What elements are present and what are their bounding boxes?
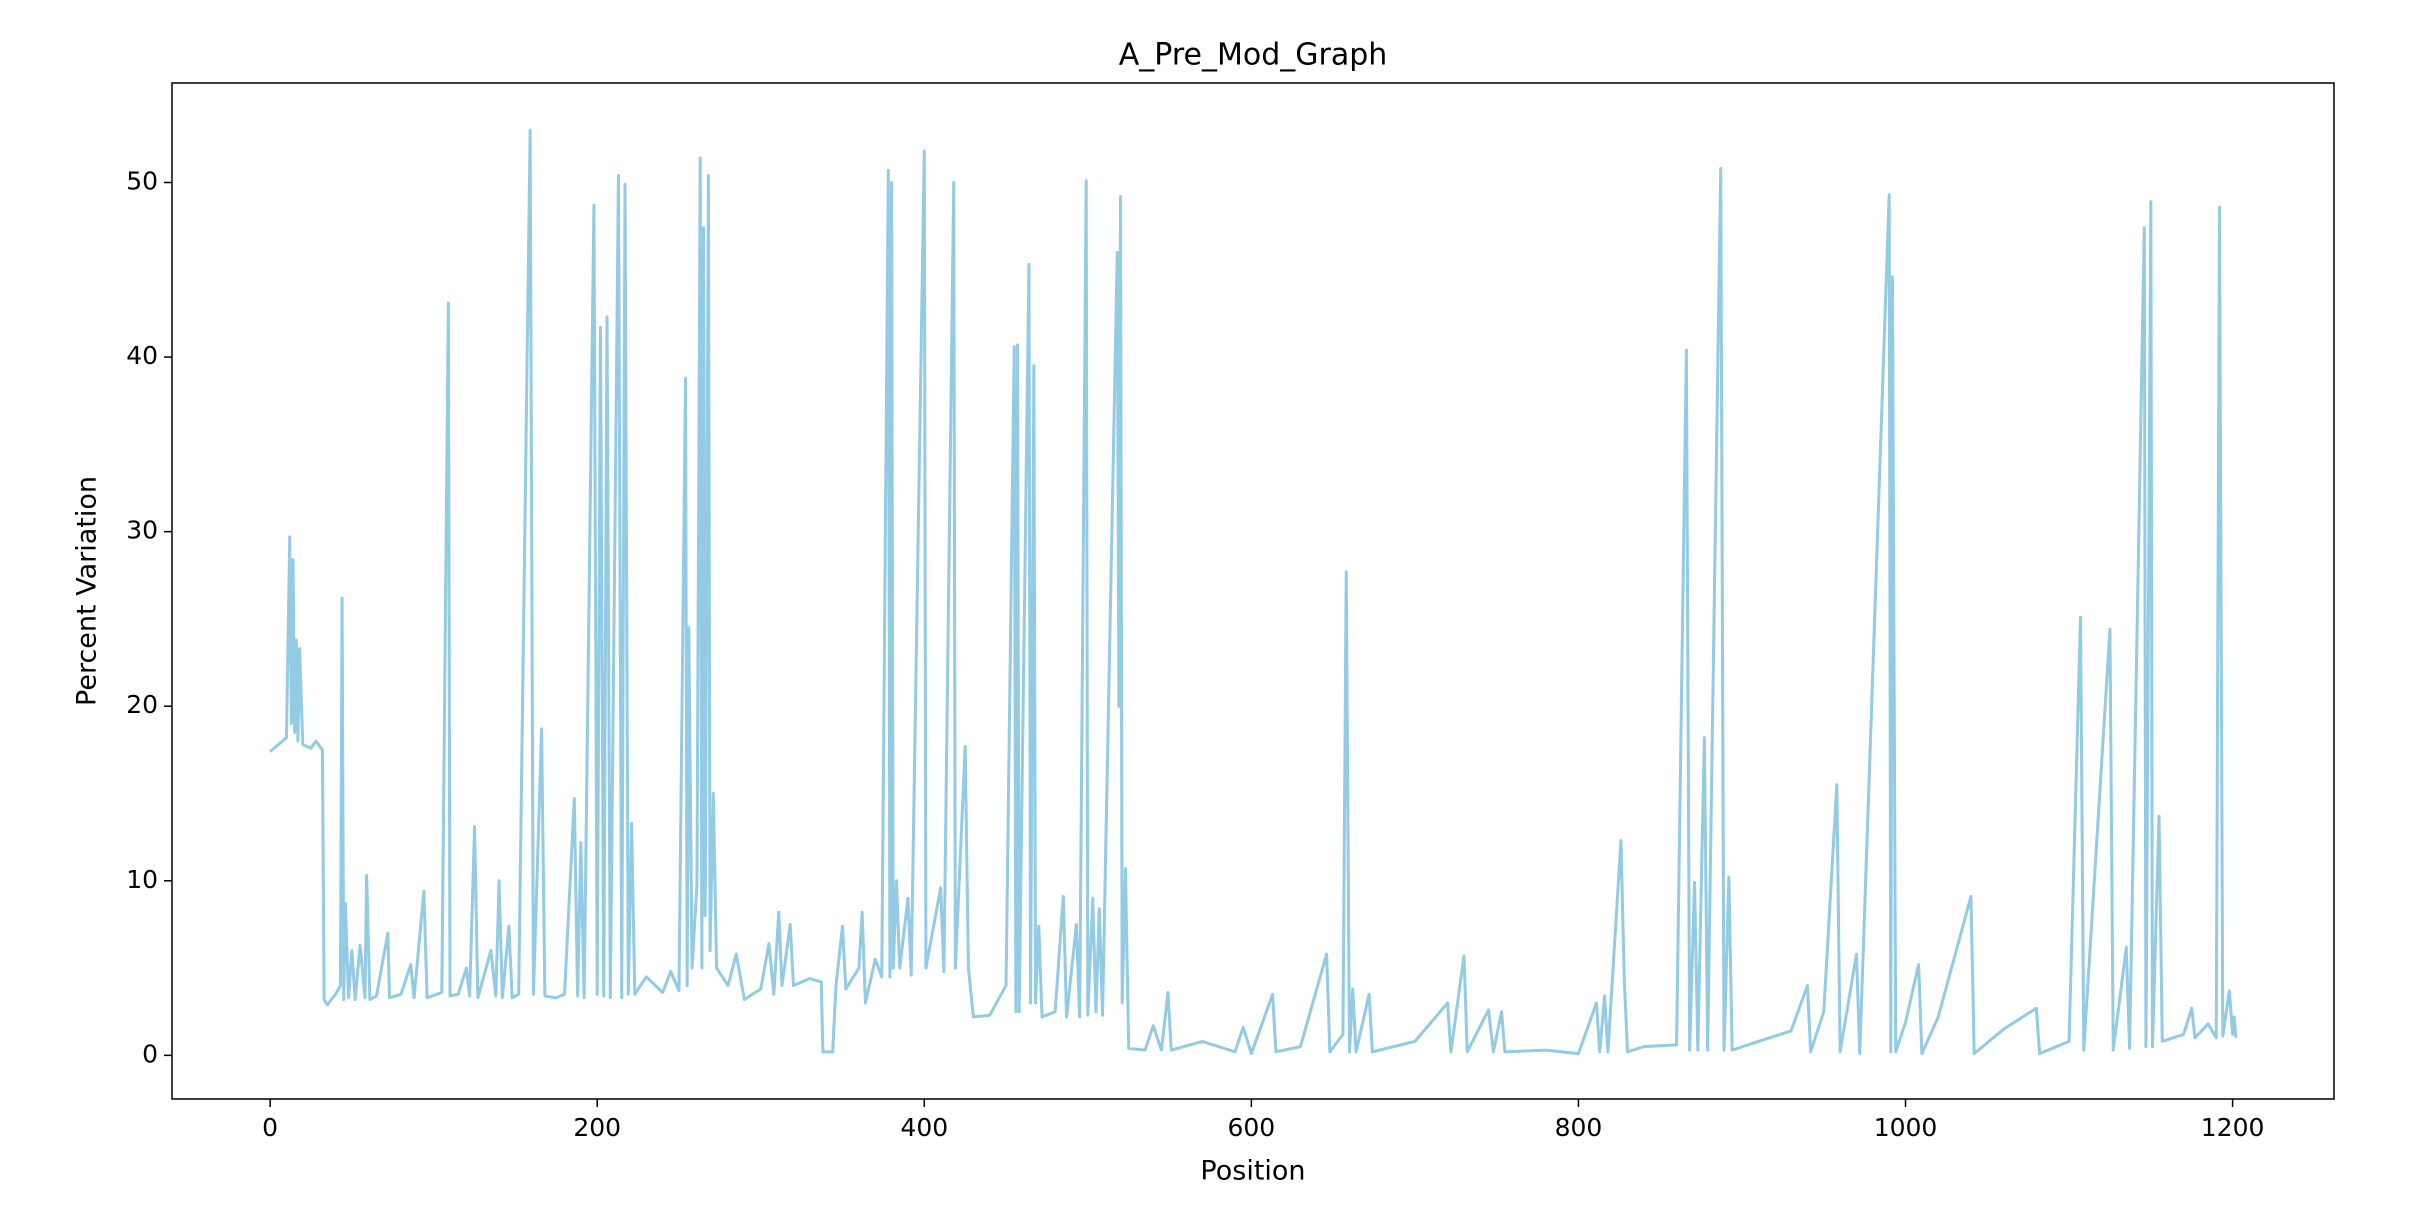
chart-title: A_Pre_Mod_Graph bbox=[1119, 38, 1388, 73]
y-tick-label: 20 bbox=[126, 690, 158, 719]
y-tick-label: 40 bbox=[126, 341, 158, 370]
x-tick-label: 200 bbox=[573, 1113, 621, 1142]
x-tick-label: 400 bbox=[900, 1113, 948, 1142]
plot-frame bbox=[171, 82, 2335, 1100]
y-tick-label: 0 bbox=[142, 1039, 158, 1068]
x-axis-label: Position bbox=[1200, 1156, 1305, 1187]
y-tick-label: 10 bbox=[126, 865, 158, 894]
x-tick-label: 600 bbox=[1228, 1113, 1276, 1142]
x-tick-label: 1000 bbox=[1874, 1113, 1938, 1142]
x-tick-label: 1200 bbox=[2201, 1113, 2265, 1142]
y-tick-label: 30 bbox=[126, 516, 158, 545]
data-line bbox=[269, 128, 2238, 1056]
x-tick-label: 800 bbox=[1555, 1113, 1603, 1142]
y-tick-label: 50 bbox=[126, 167, 158, 196]
y-axis-label: Percent Variation bbox=[72, 476, 103, 706]
x-tick-label: 0 bbox=[262, 1113, 278, 1142]
